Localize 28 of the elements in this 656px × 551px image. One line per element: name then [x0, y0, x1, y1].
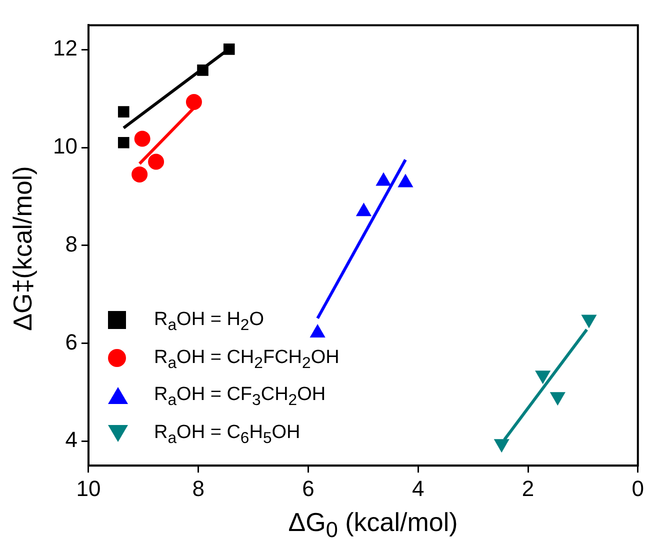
point [132, 166, 148, 182]
point [581, 314, 597, 328]
x-tick-label: 2 [522, 476, 534, 501]
x-axis-title: ΔG$_{0}$ (kcal/mol) [287, 506, 459, 543]
point [535, 370, 551, 384]
y-tick-label: 12 [52, 36, 78, 61]
x-tick-label: 4 [412, 476, 424, 501]
legend-label: R$_{a}$OH = CH$_{2}$FCH$_{2}$OH [154, 346, 340, 372]
y-axis-title: ΔG‡(kcal/mol) [8, 165, 38, 333]
x-tick-label: 6 [302, 476, 314, 501]
point [494, 439, 510, 453]
point [186, 94, 202, 110]
legend-label: R$_{a}$OH = H$_{2}$O [154, 308, 264, 334]
x-tick-label: 8 [192, 476, 204, 501]
point [148, 154, 164, 170]
x-tick-label: 0 [632, 476, 644, 501]
y-tick-label: 4 [65, 427, 78, 452]
y-tick-label: 8 [65, 231, 78, 256]
legend-label: R$_{a}$OH = C$_{6}$H$_{5}$OH [154, 422, 300, 447]
point [118, 136, 130, 148]
point [134, 130, 150, 147]
point [118, 106, 130, 118]
point [197, 64, 208, 76]
y-tick-label: 6 [65, 329, 78, 354]
legend-label: R$_{a}$OH = CF$_{3}$CH$_{2}$OH [154, 384, 326, 410]
point [223, 44, 235, 55]
y-tick-label: 10 [52, 134, 78, 159]
point [550, 392, 566, 406]
